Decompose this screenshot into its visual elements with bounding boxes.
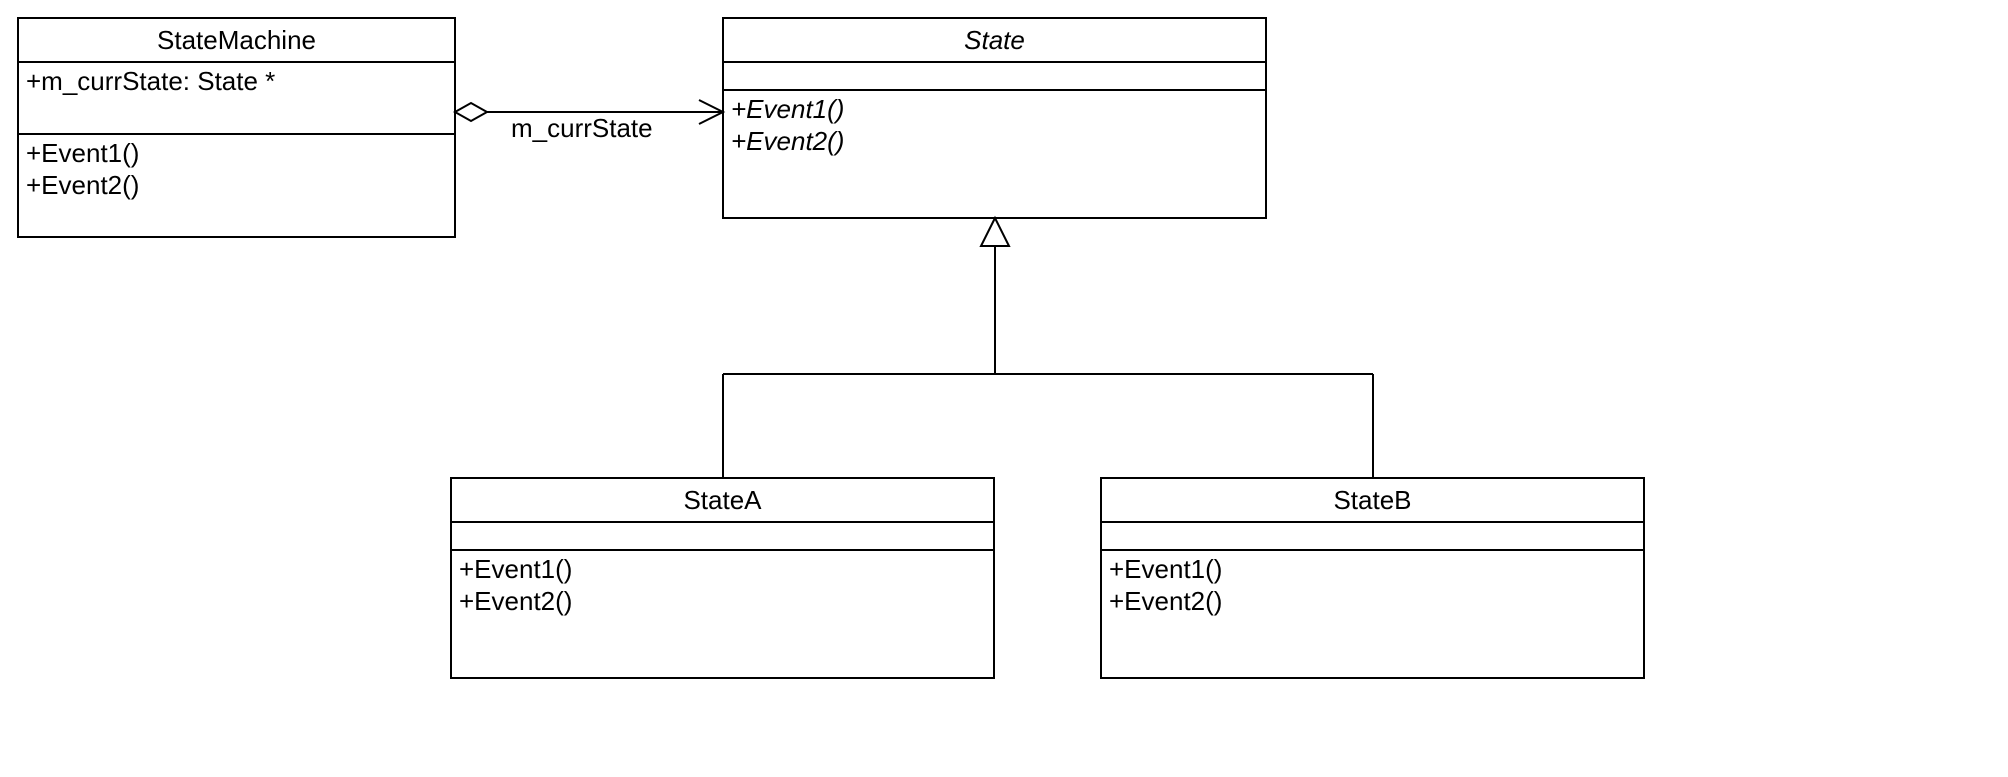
- class-method: +Event1(): [459, 554, 572, 584]
- uml-class-diagram: StateMachine +m_currState: State * +Event1…: [0, 0, 2008, 777]
- class-method: +Event2(): [26, 170, 139, 200]
- class-StateA: StateA +Event1()+Event2(): [451, 478, 994, 678]
- class-method: +Event1(): [26, 138, 139, 168]
- class-State: State +Event1()+Event2(): [723, 18, 1266, 218]
- class-name: StateA: [683, 485, 762, 515]
- class-method: +Event2(): [459, 586, 572, 616]
- class-method: +Event1(): [1109, 554, 1222, 584]
- class-attribute: +m_currState: State *: [26, 66, 275, 96]
- class-method: +Event2(): [1109, 586, 1222, 616]
- class-method: +Event1(): [731, 94, 844, 124]
- class-method: +Event2(): [731, 126, 844, 156]
- class-name: State: [964, 25, 1025, 55]
- class-StateMachine: StateMachine +m_currState: State * +Event1…: [18, 18, 455, 237]
- class-name: StateMachine: [157, 25, 316, 55]
- edge-label: m_currState: [511, 113, 653, 143]
- edge-aggregation: m_currState: [455, 100, 723, 143]
- class-StateB: StateB +Event1()+Event2(): [1101, 478, 1644, 678]
- class-name: StateB: [1333, 485, 1411, 515]
- edge-generalization: [723, 218, 1373, 478]
